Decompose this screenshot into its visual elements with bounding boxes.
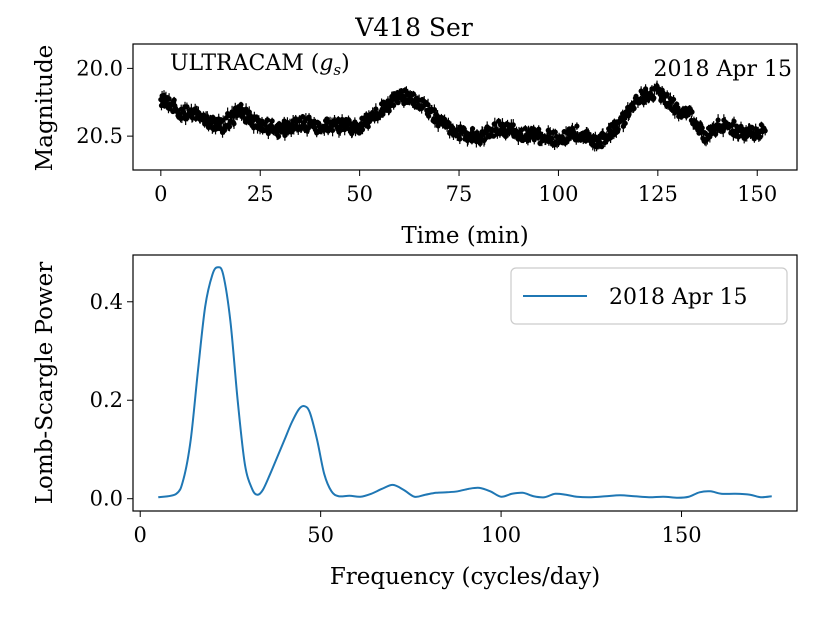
periodogram-y-ticks: 0.0 0.2 0.4 [90,290,133,511]
lightcurve-x-ticks: 0 25 50 75 100 125 150 [154,170,777,206]
lightcurve-x-tick-label: 100 [538,182,578,206]
lightcurve-point [457,136,463,142]
lightcurve-x-tick-label: 150 [737,182,777,206]
lightcurve-point [702,130,708,136]
lightcurve-point [373,106,379,112]
lightcurve-point [615,126,621,132]
lightcurve-point [586,131,592,137]
lightcurve-x-tick-label: 25 [247,182,274,206]
legend-box [510,267,788,325]
periodogram-x-tick-label: 150 [661,523,701,547]
lightcurve-point [426,113,432,119]
lightcurve-point [642,86,649,92]
lightcurve-title: V418 Ser [354,13,473,42]
lightcurve-point [503,133,509,140]
periodogram-line [158,266,772,499]
lightcurve-point [757,134,763,140]
lightcurve-point [490,133,497,139]
lightcurve-x-tick-label: 125 [638,182,678,206]
periodogram-frame [132,254,798,512]
lightcurve-point [395,100,401,106]
periodogram-panel: 0 50 100 150 0.0 0.2 0.4 2018 Apr 15 Frequenc… [32,254,798,590]
lightcurve-x-axis-label: Time (min) [401,223,528,249]
lightcurve-points [158,80,768,152]
periodogram-y-axis-label: Lomb-Scargle Power [32,262,58,504]
lightcurve-point [400,93,406,99]
periodogram-x-axis-label: Frequency (cycles/day) [330,564,600,590]
lightcurve-point [715,117,721,123]
lightcurve-point [482,136,488,143]
legend-entry-label: 2018 Apr 15 [609,285,747,310]
lightcurve-y-ticks: 20.0 20.5 [76,56,133,148]
periodogram-x-ticks: 0 50 100 150 [134,511,702,547]
periodogram-y-tick-label: 0.2 [90,388,123,412]
lightcurve-point [712,131,719,137]
lightcurve-x-tick-label: 50 [346,182,373,206]
lightcurve-point [549,135,555,141]
lightcurve-x-tick-label: 75 [446,182,473,206]
lightcurve-point [425,102,431,108]
lightcurve-point [231,121,237,127]
lightcurve-point [631,105,637,111]
lightcurve-point [265,117,271,123]
lightcurve-frame [132,43,798,171]
lightcurve-point [166,96,172,102]
lightcurve-point [269,118,275,124]
legend: 2018 Apr 15 [510,267,788,325]
date-label: 2018 Apr 15 [654,57,792,82]
lightcurve-point [522,125,528,132]
lightcurve-point [329,127,336,134]
lightcurve-point [574,123,580,129]
lightcurve-y-tick-label: 20.5 [76,124,123,148]
lightcurve-point [386,108,392,114]
periodogram-y-tick-label: 0.0 [90,487,123,511]
lightcurve-point [431,106,437,113]
lightcurve-y-axis-label: Magnitude [32,45,58,172]
lightcurve-point [762,128,768,134]
lightcurve-y-tick-label: 20.0 [76,56,123,80]
lightcurve-point [599,144,605,150]
lightcurve-point [651,95,657,101]
lightcurve-point [492,121,498,127]
lightcurve-point [410,91,416,97]
lightcurve-point [171,97,177,103]
lightcurve-point [675,105,681,111]
periodogram-x-tick-label: 100 [481,523,521,547]
lightcurve-point [275,133,282,139]
lightcurve-panel: V418 Ser 0 25 50 75 100 125 150 20.0 20.5 ULTRA… [32,13,798,249]
lightcurve-point [689,109,695,115]
instrument-label: ULTRACAM (gs) [170,51,350,79]
lightcurve-point [510,122,516,128]
lightcurve-point [184,104,190,110]
lightcurve-point [731,118,737,124]
periodogram-y-tick-label: 0.4 [90,290,123,314]
lightcurve-x-tick-label: 0 [154,182,167,206]
periodogram-x-tick-label: 50 [307,523,334,547]
lightcurve-point [583,138,589,144]
lightcurve-point [477,140,483,147]
lightcurve-point [380,111,386,117]
lightcurve-point [622,120,628,126]
periodogram-x-tick-label: 0 [134,523,147,547]
lightcurve-point [238,102,244,108]
lightcurve-point [670,96,677,103]
lightcurve-point [664,91,670,98]
